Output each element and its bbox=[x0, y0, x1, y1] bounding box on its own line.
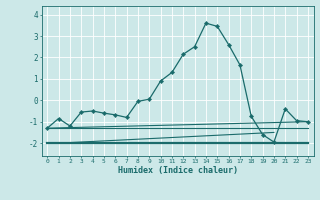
X-axis label: Humidex (Indice chaleur): Humidex (Indice chaleur) bbox=[118, 166, 237, 175]
